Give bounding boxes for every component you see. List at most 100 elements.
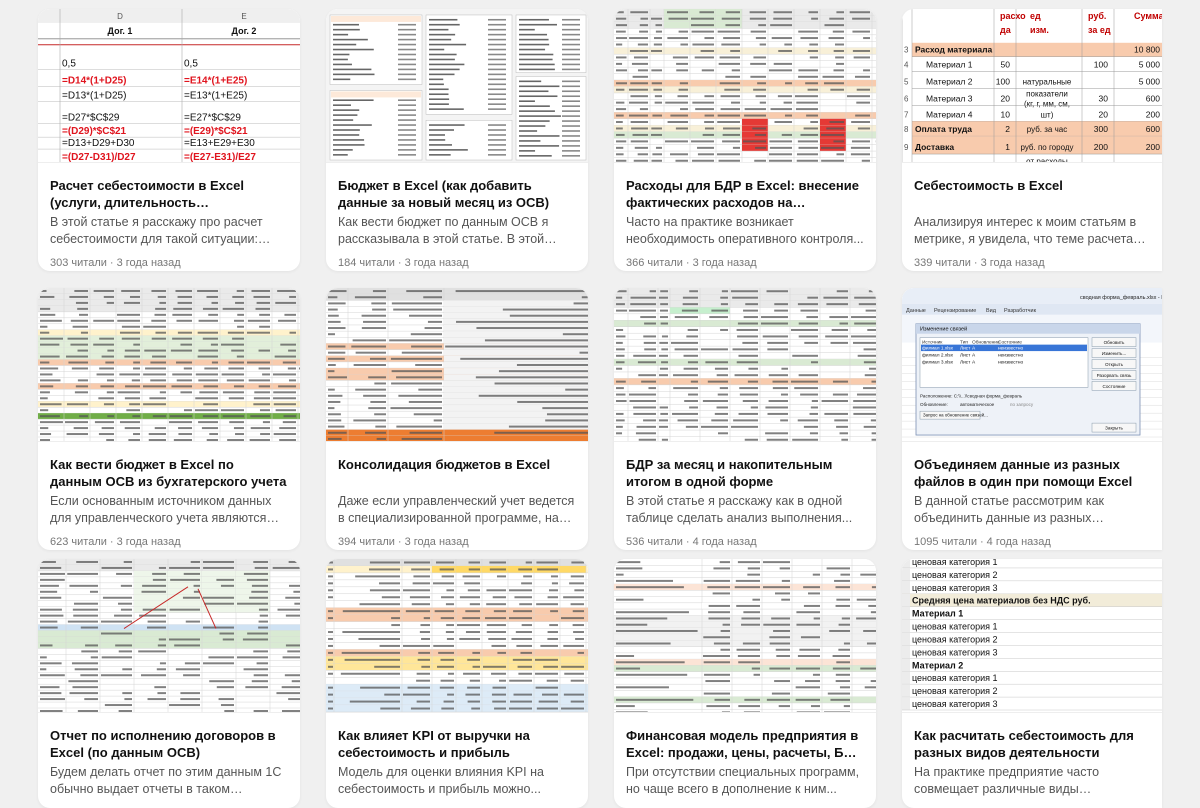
spreadsheet-screenshot [326, 559, 588, 712]
link-row: неизвестно [998, 354, 1024, 359]
dialog-button: Разорвать связь [1097, 373, 1132, 378]
cost-head: изм. [1030, 25, 1049, 35]
article-meta: 303 читали · 3 года назад [50, 256, 288, 270]
formula-cell: =E14*(1+E25) [184, 76, 247, 87]
article-body: Отчет по исполнению договоров в Excel (п… [38, 713, 300, 808]
publish-age: 4 года назад [692, 536, 757, 548]
article-snippet: Если основанным источником данных для уп… [50, 494, 272, 525]
update-auto: автоматическое [960, 402, 995, 407]
article-card[interactable]: D E Дог. 1 Дог. 2 0,5 0,5 =D14*(1+D25) =E14*(1+… [38, 9, 300, 271]
article-snippet: Анализируя интерес к моим статьям в метр… [914, 215, 1137, 246]
article-body: Бюджет в Excel (как добавить данные за н… [326, 163, 588, 270]
meta-separator: · [973, 257, 978, 269]
cost-qty: 50 [1001, 60, 1011, 70]
article-card[interactable]: БДР за месяц и накопительным итогом в од… [614, 288, 876, 550]
article-snippet: В этой статье я расскажу как в одной таб… [626, 494, 853, 525]
article-title[interactable]: Расчет себестоимости в Excel (услуги, дл… [50, 178, 244, 210]
article-card[interactable]: сводная форма_февраль.xlsx - Microsoft E… [902, 288, 1162, 550]
publish-age: 3 года назад [404, 536, 469, 548]
cost-sum: 200 [1146, 142, 1160, 152]
article-card[interactable]: расхо да ед изм. руб. за ед Сумма 3 Расход матер… [902, 9, 1162, 271]
column-header-d: D [117, 12, 123, 21]
meta-separator: · [397, 257, 402, 269]
article-thumbnail[interactable]: D E Дог. 1 Дог. 2 0,5 0,5 =D14*(1+D25) =E14*(1+… [38, 9, 300, 163]
article-meta: 366 читали · 3 года назад [626, 256, 864, 270]
publish-age: 4 года назад [986, 536, 1051, 548]
formula-cell: =(E29)*$C$21 [184, 126, 248, 137]
article-card[interactable]: Консолидация бюджетов в Excel Даже если у… [326, 288, 588, 550]
article-snippet: Модель для оценки влияния KPI на себесто… [338, 765, 544, 796]
article-title[interactable]: БДР за месяц и накопительным итогом в од… [626, 457, 833, 489]
cost-qty: 10 [1001, 109, 1011, 119]
article-card[interactable]: Отчет по исполнению договоров в Excel (п… [38, 559, 300, 808]
cost-unit: руб. по городу [1020, 143, 1073, 152]
formula-cell: 0,5 [184, 59, 198, 70]
dialog-button: Состояние [1103, 384, 1126, 389]
link-row: Лист [960, 346, 971, 352]
article-snippet: Даже если управленческий учет ведется в … [338, 494, 575, 525]
article-meta: 339 читали · 3 года назад [914, 256, 1150, 270]
category-row: Средняя цена материалов без НДС руб. [912, 596, 1091, 606]
article-thumbnail[interactable] [614, 288, 876, 442]
cost-label: Доставка [915, 142, 954, 152]
spreadsheet-screenshot [38, 559, 300, 712]
view-count: 1095 читали [914, 536, 977, 548]
links-column: Обновление [972, 340, 1000, 346]
article-title[interactable]: Бюджет в Excel (как добавить данные за н… [338, 178, 550, 210]
dialog-button: Обновить [1104, 340, 1125, 345]
article-title[interactable]: Себестоимость в Excel [914, 178, 1063, 193]
article-thumbnail[interactable]: сводная форма_февраль.xlsx - Microsoft E… [902, 288, 1162, 442]
link-row: Лист [960, 353, 971, 359]
cost-unit: руб. за час [1027, 125, 1067, 134]
article-thumbnail[interactable] [326, 559, 588, 713]
link-row: филиал 3.xlsx [922, 360, 954, 366]
article-snippet: В данной статье рассмотрим как объединит… [914, 494, 1105, 525]
article-title[interactable]: Как вести бюджет в Excel по данным ОСВ и… [50, 457, 287, 489]
view-count: 536 читали [626, 536, 683, 548]
article-title[interactable]: Отчет по исполнению договоров в Excel (п… [50, 728, 276, 760]
article-title[interactable]: Как влияет KPI от выручки на себестоимос… [338, 728, 530, 760]
update-manual: по запросу [1010, 402, 1034, 407]
article-card[interactable]: Расходы для БДР в Excel: внесение фактич… [614, 9, 876, 271]
view-count: 366 читали [626, 257, 683, 269]
row-number: 5 [904, 78, 909, 87]
article-title[interactable]: Финансовая модель предприятия в Excel: п… [626, 728, 862, 760]
article-thumbnail[interactable]: расхо да ед изм. руб. за ед Сумма 3 Расход матер… [902, 9, 1162, 163]
links-column: Источник [922, 340, 943, 346]
cost-sum: 600 [1146, 124, 1160, 134]
article-card[interactable]: ценовая категория 1 ценовая категория 2 це… [902, 559, 1162, 808]
article-snippet: Будем делать отчет по этим данным 1С обы… [50, 765, 282, 796]
formula-cell: =D14*(1+D25) [62, 76, 126, 87]
article-title[interactable]: Объединяем данные из разных файлов в оди… [914, 457, 1133, 489]
category-row: ценовая категория 1 [912, 622, 998, 632]
ribbon-tab: Вид [986, 308, 997, 314]
article-card[interactable]: Финансовая модель предприятия в Excel: п… [614, 559, 876, 808]
article-title[interactable]: Расходы для БДР в Excel: внесение фактич… [626, 178, 859, 210]
category-row: ценовая категория 2 [912, 634, 998, 644]
article-card[interactable]: Как влияет KPI от выручки на себестоимос… [326, 559, 588, 808]
article-card[interactable]: Бюджет в Excel (как добавить данные за н… [326, 9, 588, 271]
article-thumbnail[interactable]: ценовая категория 1 ценовая категория 2 це… [902, 559, 1162, 713]
article-thumbnail[interactable] [38, 288, 300, 442]
article-thumbnail[interactable] [326, 288, 588, 442]
dialog-title: Изменение связей [920, 326, 967, 333]
article-body: Как расчитать себестоимость для разных в… [902, 713, 1162, 808]
publish-age: 3 года назад [980, 257, 1045, 269]
cost-sum: 5 000 [1139, 60, 1161, 70]
row-number: 4 [904, 61, 909, 70]
article-thumbnail[interactable] [614, 559, 876, 713]
article-thumbnail[interactable] [38, 559, 300, 713]
link-row: неизвестно [998, 347, 1024, 352]
article-thumbnail[interactable] [326, 9, 588, 163]
cost-label: Оплата труда [915, 124, 972, 134]
article-title[interactable]: Как расчитать себестоимость для разных в… [914, 728, 1134, 760]
row-number: 3 [904, 46, 909, 55]
article-snippet: При отсутствии специальных программ, но … [626, 765, 860, 796]
cost-label: Материал 2 [926, 77, 973, 87]
prompt-button: Запрос на обновление связей... [923, 413, 988, 418]
article-card[interactable]: Как вести бюджет в Excel по данным ОСВ и… [38, 288, 300, 550]
article-meta: 536 читали · 4 года назад [626, 535, 864, 549]
meta-separator: · [980, 536, 984, 548]
article-title[interactable]: Консолидация бюджетов в Excel [338, 457, 551, 472]
article-thumbnail[interactable] [614, 9, 876, 163]
